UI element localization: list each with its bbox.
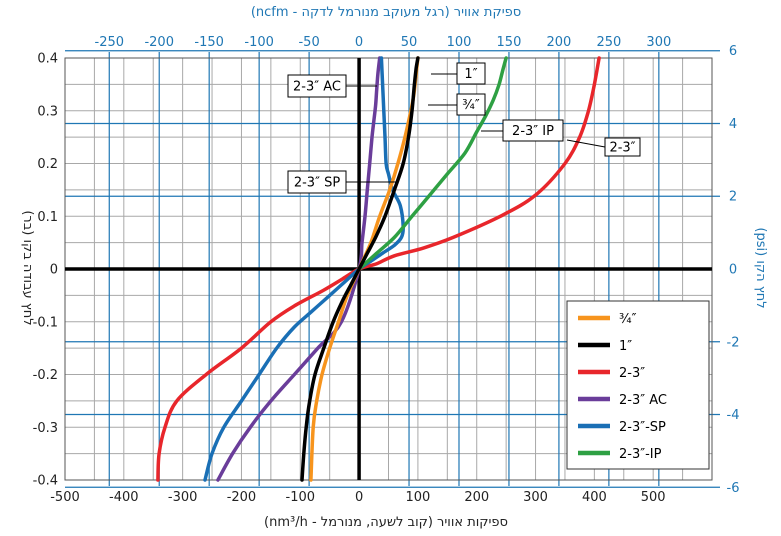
x-tick-label: -200 [227, 490, 257, 505]
x-axis-title: ספיקות אוויר (קוב לשעה, מנורמל - nm³/h) [264, 515, 508, 530]
tick-labels: -500 -400 -300 -200 -100 0 100 200 300 400 500-0.4… [33, 35, 740, 505]
series-line-5 [357, 56, 508, 271]
y2-tick-label: -4 [727, 408, 740, 423]
series-line-1 [300, 56, 420, 482]
x2-tick-label: 150 [497, 35, 522, 50]
callout-box [287, 170, 347, 194]
callout-label: 2-3″ IP [512, 124, 554, 139]
x-tick-label: 500 [641, 490, 666, 505]
y-tick-label: 0.2 [37, 157, 58, 172]
x-tick-label: 0 [355, 490, 363, 505]
x2-tick-label: 300 [646, 35, 671, 50]
x2-tick-label: 50 [401, 35, 418, 50]
y2-tick-label: 0 [729, 263, 737, 278]
series-line-4 [203, 56, 405, 482]
legend-label: 1″ [619, 339, 632, 354]
y-tick-label: 0.3 [37, 104, 58, 119]
x2-tick-label: -100 [244, 35, 274, 50]
y2-tick-label: 2 [729, 190, 737, 205]
y2-axis-title: לחץ הקו (psi) [753, 227, 768, 308]
callout-label: 2-3″ SP [294, 176, 340, 191]
y2-tick-label: 6 [729, 44, 737, 59]
y-tick-label: -0.3 [33, 421, 58, 436]
x2-tick-label: 200 [547, 35, 572, 50]
series-line-3 [216, 56, 382, 482]
x2-tick-label: 100 [447, 35, 472, 50]
x-tick-label: 100 [405, 490, 430, 505]
x-tick-label: -400 [109, 490, 139, 505]
legend-label: 2-3″-IP [619, 447, 662, 462]
callout-label: 2-3″ AC [293, 80, 341, 95]
legend-label: ¾″ [619, 312, 637, 327]
x2-tick-label: -150 [194, 35, 224, 50]
x-tick-label: 300 [523, 490, 548, 505]
x2-axis-title: ספיקת אוויר (רגל מעוקב מנורמל לדקה - ncf… [251, 5, 521, 20]
y-tick-label: -0.2 [33, 368, 58, 383]
y-tick-label: -0.1 [33, 315, 58, 330]
callout-box [456, 93, 486, 116]
y-tick-label: -0.4 [33, 474, 58, 489]
x2-tick-label: -250 [95, 35, 125, 50]
y-tick-label: 0 [50, 263, 58, 278]
x-tick-label: -300 [168, 490, 198, 505]
callout-label: 1″ [464, 67, 477, 82]
callout-leader [566, 139, 606, 148]
legend-label: 2-3″ AC [619, 393, 667, 408]
series-layer [156, 56, 601, 482]
x2-tick-label: 250 [596, 35, 621, 50]
legend: ¾″ 1″ 2-3″ 2-3″ AC 2-3″-SP 2-3″-IP [566, 300, 710, 470]
y-tick-label: 0.1 [37, 210, 58, 225]
legend-box [566, 300, 710, 470]
y2-tick-label: 4 [729, 117, 737, 132]
callout-box [287, 74, 347, 98]
callout-box [456, 62, 486, 85]
callout-label: ¾″ [462, 98, 480, 113]
x2-tick-label: 0 [355, 35, 363, 50]
x-tick-label: 400 [582, 490, 607, 505]
callout-box [502, 119, 564, 142]
series-line-2 [156, 56, 601, 482]
x-tick-label: 200 [464, 490, 489, 505]
y2-tick-label: -6 [727, 481, 740, 496]
x-tick-label: -100 [286, 490, 316, 505]
y2-tick-label: -2 [727, 335, 740, 350]
y-axis-title: לחץ עבודה בקו (בר) [20, 210, 35, 325]
x2-tick-label: -200 [144, 35, 174, 50]
callout-box [604, 137, 641, 157]
x-tick-label: -500 [50, 490, 80, 505]
legend-label: 2-3″ [619, 366, 645, 381]
x2-tick-label: -50 [298, 35, 319, 50]
annotation-layer: 2-3″ AC 1″ ¾″ 2-3″ IP 2-3″ 2-3″ SP [287, 62, 641, 194]
legend-label: 2-3″-SP [619, 420, 666, 435]
callout-label: 2-3″ [609, 141, 635, 156]
y-tick-label: 0.4 [37, 52, 58, 67]
